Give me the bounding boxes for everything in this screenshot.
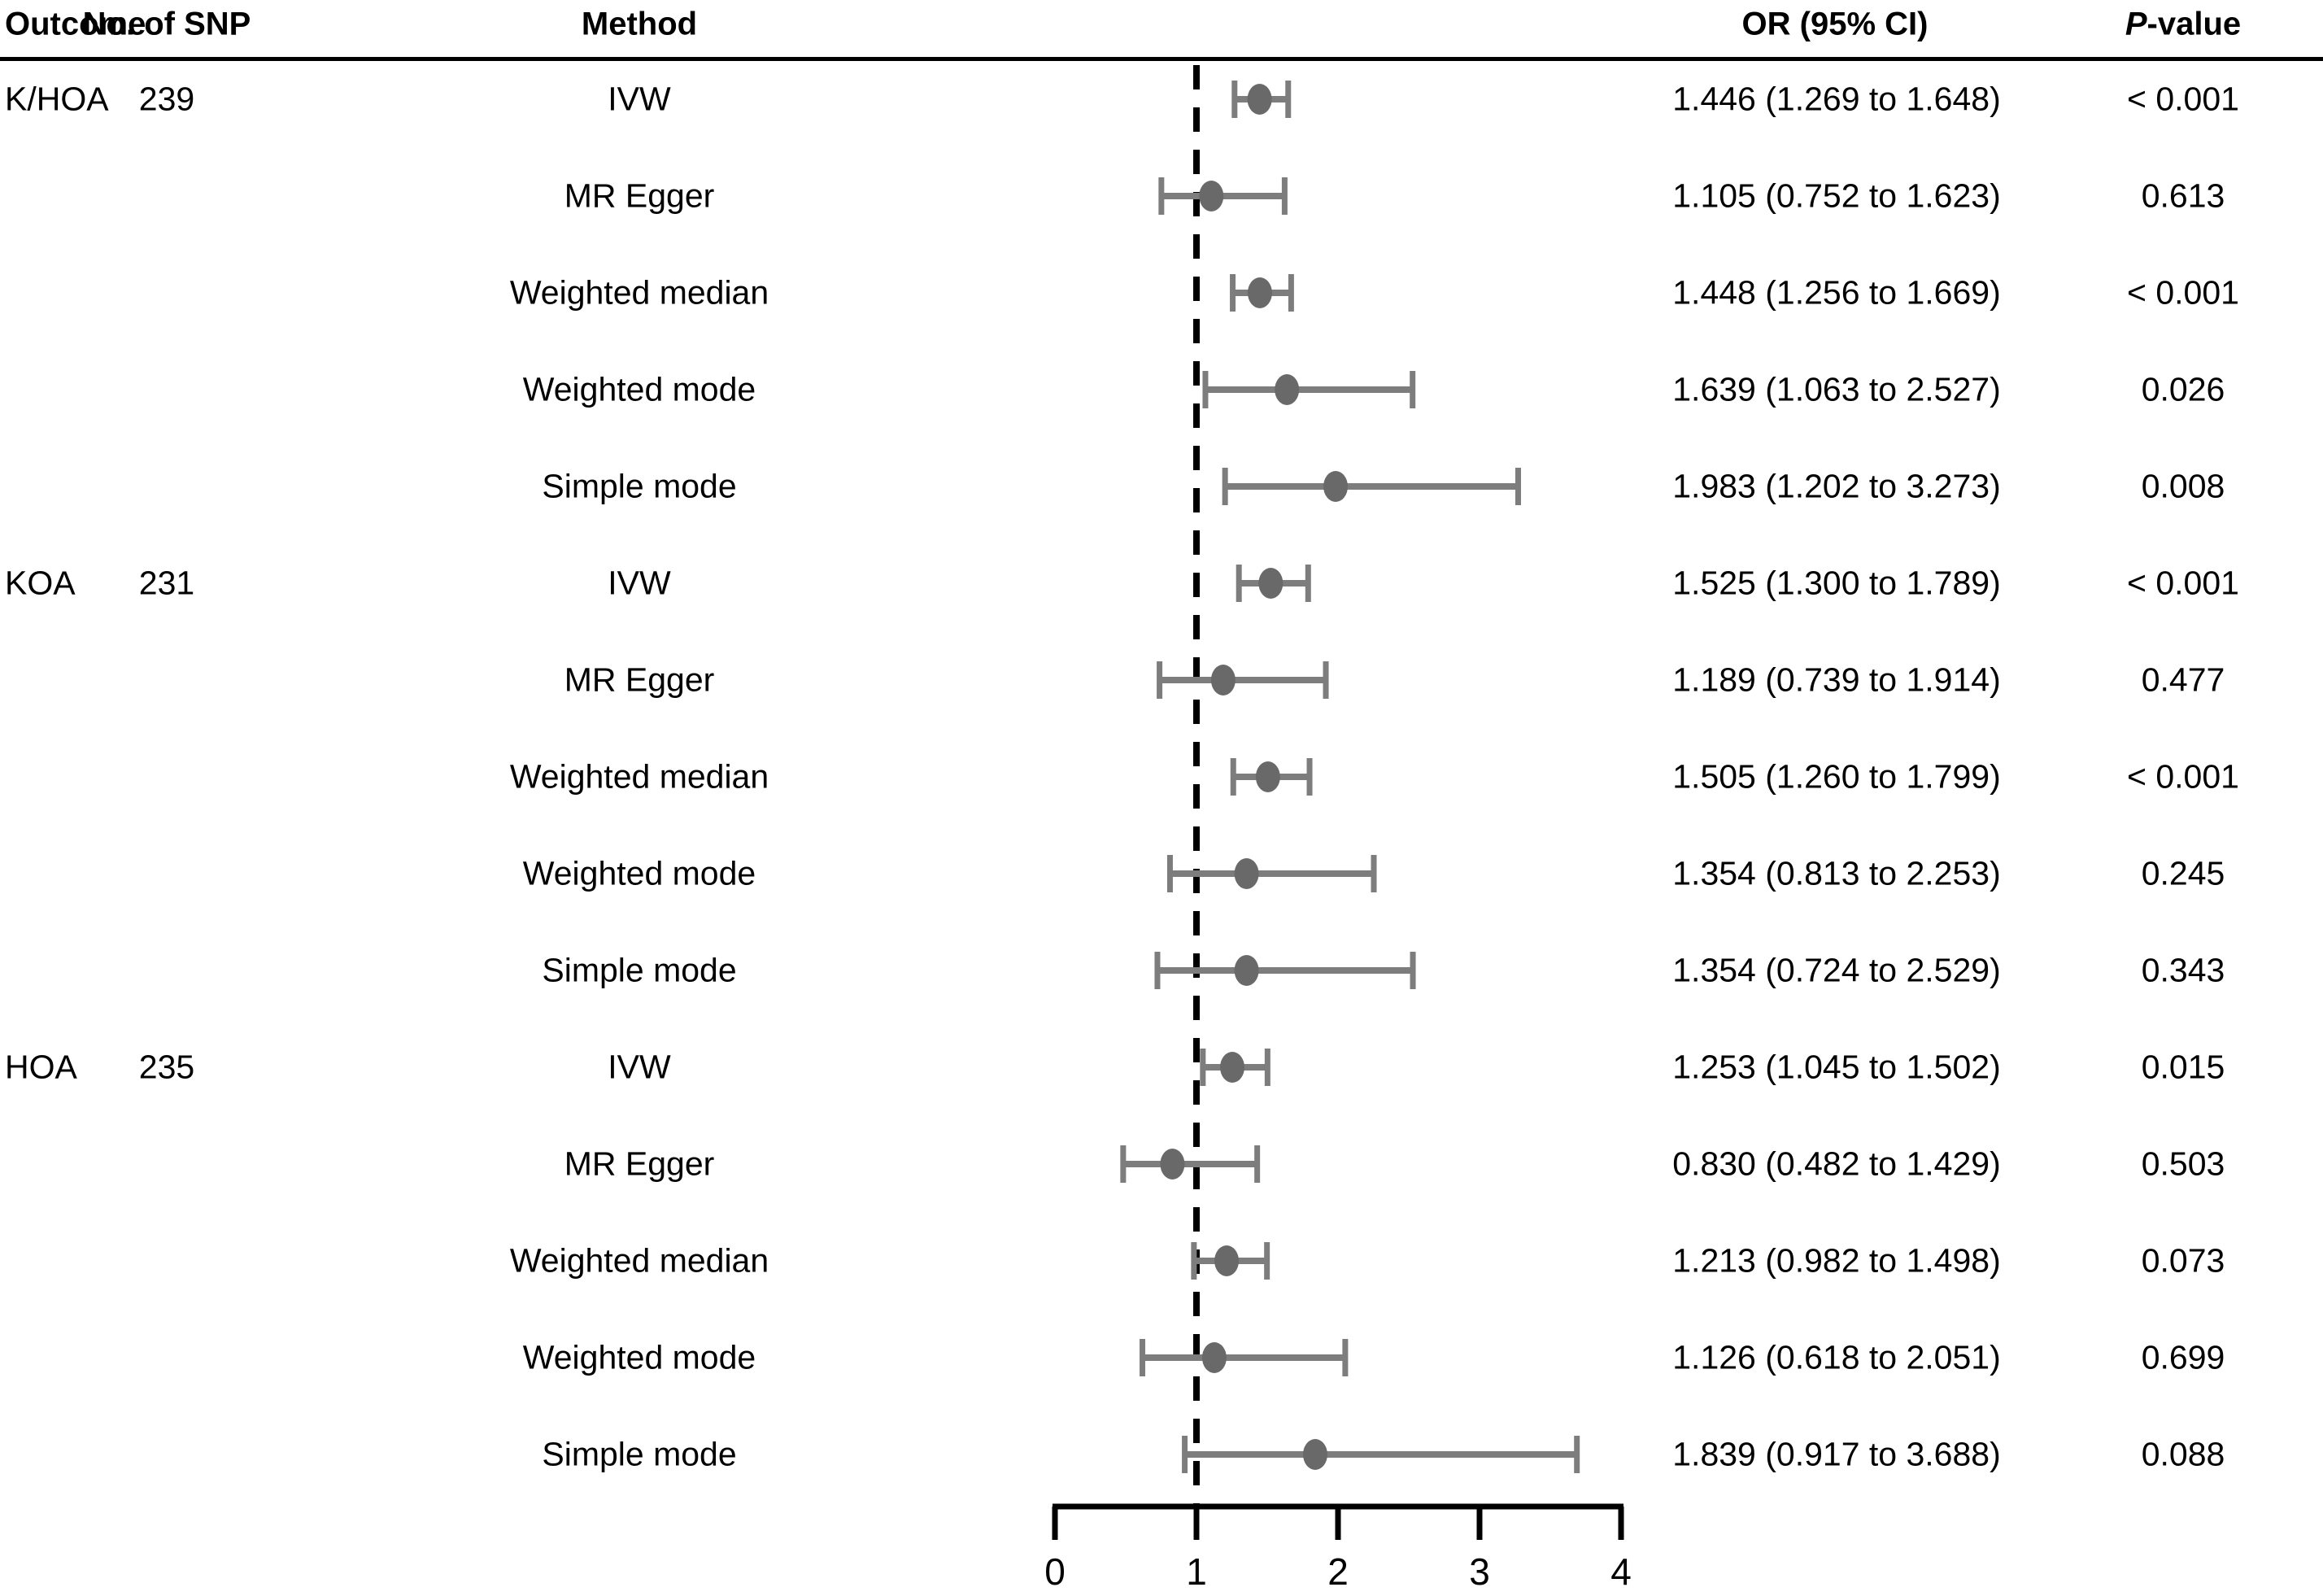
column-header-p-value: P-value xyxy=(2125,7,2241,43)
p-value: 0.245 xyxy=(2141,854,2225,892)
outcome-label: KOA xyxy=(5,564,76,602)
x-axis-tick-label: 1 xyxy=(1186,1550,1207,1593)
p-value: 0.026 xyxy=(2141,370,2225,408)
or-ci-value: 1.983 (1.202 to 3.273) xyxy=(1672,467,2001,505)
column-header-outcome: Outcome xyxy=(5,6,146,42)
point-estimate-marker xyxy=(1275,374,1300,405)
method-label: Weighted mode xyxy=(522,854,756,892)
method-label: MR Egger xyxy=(564,1145,715,1183)
p-value: 0.073 xyxy=(2141,1241,2225,1280)
p-value-header-rest: -value xyxy=(2146,6,2242,42)
p-value: 0.343 xyxy=(2141,951,2225,989)
or-ci-value: 1.446 (1.269 to 1.648) xyxy=(1672,80,2001,118)
or-ci-value: 1.105 (0.752 to 1.623) xyxy=(1672,177,2001,215)
or-ci-value: 1.639 (1.063 to 2.527) xyxy=(1672,370,2001,408)
point-estimate-marker xyxy=(1220,1052,1245,1083)
point-estimate-marker xyxy=(1214,1245,1240,1276)
point-estimate-marker xyxy=(1323,471,1349,502)
point-estimate-marker xyxy=(1255,761,1280,792)
p-value: 0.477 xyxy=(2141,661,2225,699)
x-axis-tick-label: 0 xyxy=(1044,1550,1066,1593)
or-ci-value: 1.525 (1.300 to 1.789) xyxy=(1672,564,2001,602)
p-value: 0.088 xyxy=(2141,1435,2225,1473)
x-axis-tick-label: 2 xyxy=(1327,1550,1349,1593)
point-estimate-marker xyxy=(1247,84,1272,115)
or-ci-value: 1.189 (0.739 to 1.914) xyxy=(1672,661,2001,699)
or-ci-value: 1.448 (1.256 to 1.669) xyxy=(1672,273,2001,312)
or-ci-value: 1.354 (0.724 to 2.529) xyxy=(1672,951,2001,989)
or-ci-value: 1.354 (0.813 to 2.253) xyxy=(1672,854,2001,892)
point-estimate-marker xyxy=(1210,665,1236,696)
method-label: IVW xyxy=(608,564,671,602)
header-divider-line xyxy=(0,57,2323,61)
outcome-label: K/HOA xyxy=(5,80,109,118)
point-estimate-marker xyxy=(1258,568,1284,599)
method-label: Weighted median xyxy=(509,273,769,312)
p-value: 0.503 xyxy=(2141,1145,2225,1183)
p-value: < 0.001 xyxy=(2127,273,2239,312)
p-value: < 0.001 xyxy=(2127,80,2239,118)
method-label: Weighted mode xyxy=(522,370,756,408)
x-axis-tick-label: 4 xyxy=(1610,1550,1632,1593)
point-estimate-marker xyxy=(1201,1342,1227,1373)
snp-count: 235 xyxy=(138,1048,195,1086)
or-ci-value: 1.253 (1.045 to 1.502) xyxy=(1672,1048,2001,1086)
point-estimate-marker xyxy=(1247,277,1272,308)
point-estimate-marker xyxy=(1302,1439,1327,1470)
p-value: 0.613 xyxy=(2141,177,2225,215)
method-label: Simple mode xyxy=(542,467,737,505)
outcome-label: HOA xyxy=(5,1048,77,1086)
method-label: Weighted median xyxy=(509,1241,769,1280)
p-value: < 0.001 xyxy=(2127,757,2239,796)
or-ci-value: 1.213 (0.982 to 1.498) xyxy=(1672,1241,2001,1280)
p-value: 0.699 xyxy=(2141,1338,2225,1376)
method-label: Simple mode xyxy=(542,951,737,989)
or-ci-value: 1.505 (1.260 to 1.799) xyxy=(1672,757,2001,796)
point-estimate-marker xyxy=(1234,955,1259,986)
p-value-header-italic-p: P xyxy=(2125,6,2147,42)
point-estimate-marker xyxy=(1234,858,1259,889)
method-label: Weighted median xyxy=(509,757,769,796)
column-header-method: Method xyxy=(581,6,698,42)
column-header-snp: No. of SNP xyxy=(82,6,251,42)
method-label: IVW xyxy=(608,80,671,118)
method-label: MR Egger xyxy=(564,661,715,699)
method-label: MR Egger xyxy=(564,177,715,215)
method-label: Simple mode xyxy=(542,1435,737,1473)
snp-count: 239 xyxy=(138,80,195,118)
or-ci-value: 1.126 (0.618 to 2.051) xyxy=(1672,1338,2001,1376)
column-header-or-ci: OR (95% CI) xyxy=(1741,6,1929,42)
method-label: IVW xyxy=(608,1048,671,1086)
method-label: Weighted mode xyxy=(522,1338,756,1376)
p-value: < 0.001 xyxy=(2127,564,2239,602)
snp-count: 231 xyxy=(138,564,195,602)
x-axis-tick-label: 3 xyxy=(1469,1550,1490,1593)
or-ci-value: 0.830 (0.482 to 1.429) xyxy=(1672,1145,2001,1183)
p-value: 0.015 xyxy=(2141,1048,2225,1086)
p-value: 0.008 xyxy=(2141,467,2225,505)
point-estimate-marker xyxy=(1199,181,1224,211)
or-ci-value: 1.839 (0.917 to 3.688) xyxy=(1672,1435,2001,1473)
point-estimate-marker xyxy=(1160,1149,1185,1180)
